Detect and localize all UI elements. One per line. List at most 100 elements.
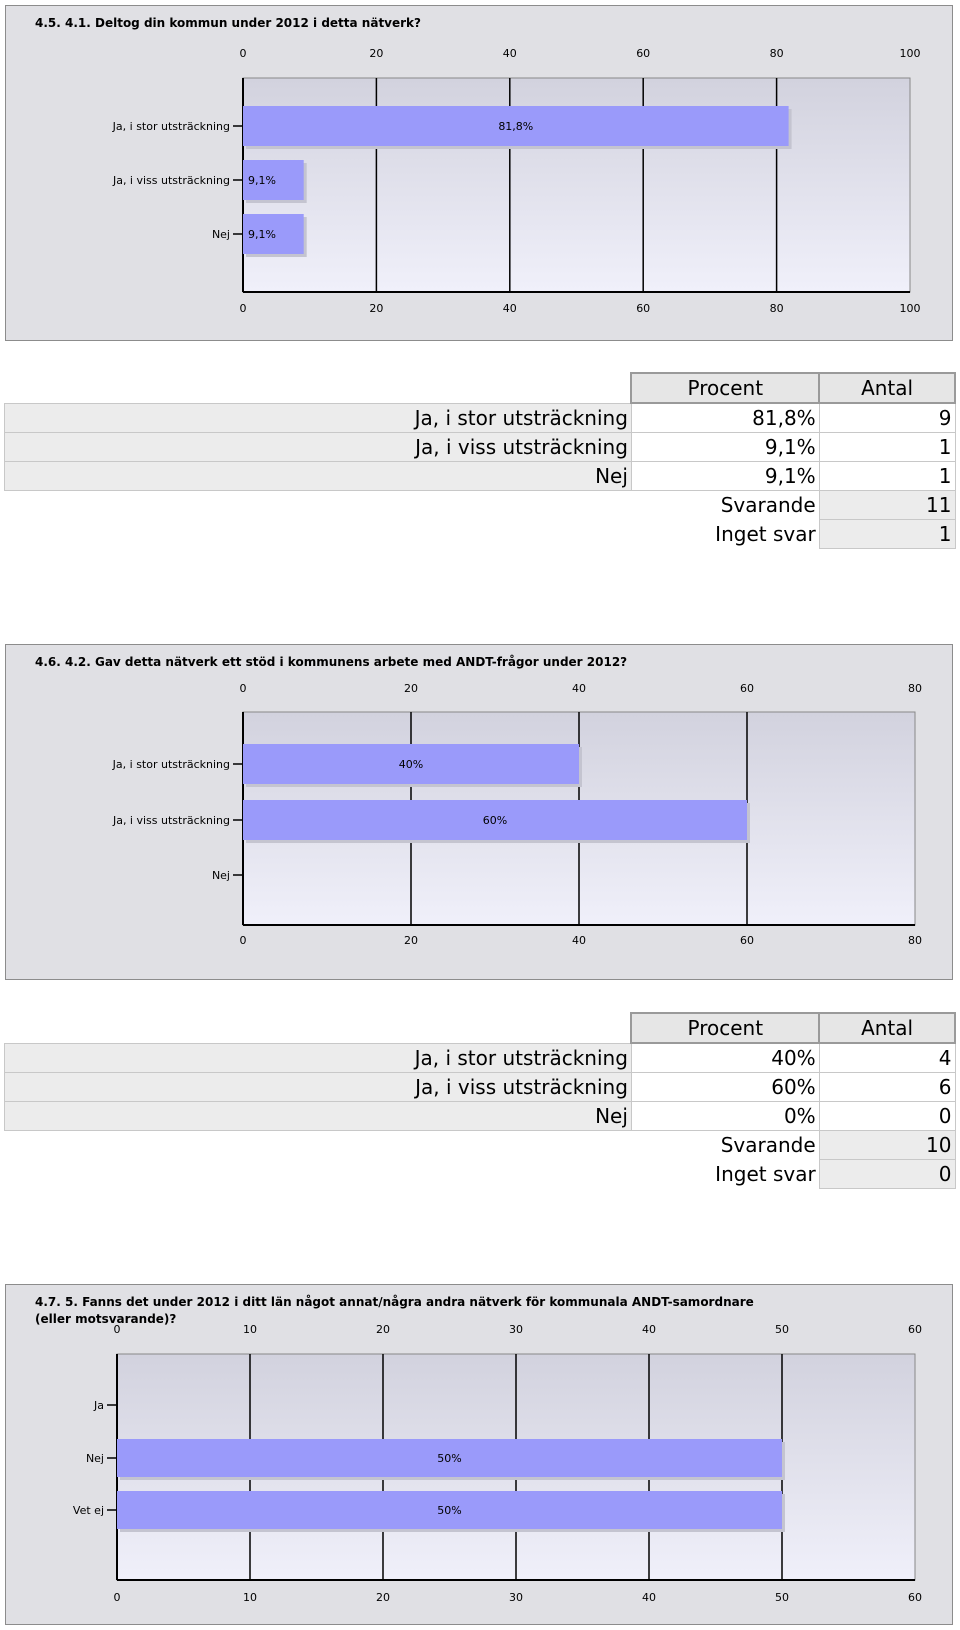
chart-title: 4.7. 5. Fanns det under 2012 i ditt län …: [35, 1295, 754, 1326]
tick-label-bottom: 20: [404, 934, 418, 947]
category-label: Ja, i viss utsträckning: [112, 814, 230, 827]
row-percent: 81,8%: [630, 402, 820, 433]
row-count: 9: [818, 402, 956, 433]
bar-chart-deltog: 0 0 20 20 40 40 60 60 80 80 100 100 Ja, i stor utstr…: [112, 47, 921, 315]
bar: [243, 214, 304, 254]
bar: [243, 800, 747, 840]
tick-label-top: 10: [243, 1323, 257, 1336]
bar: [117, 1439, 782, 1477]
table-row: Ja, i viss utsträckning 9,1% 1: [4, 432, 956, 462]
tick-label-bottom: 40: [503, 302, 517, 315]
data-label: 9,1%: [248, 228, 276, 241]
tick-label-bottom: 80: [908, 934, 922, 947]
row-percent: 9,1%: [630, 432, 820, 462]
tick-label-bottom: 60: [636, 302, 650, 315]
tick-label-top: 20: [376, 1323, 390, 1336]
row-label: Nej: [4, 461, 632, 491]
summary-value: 1: [818, 519, 956, 549]
bar: [117, 1491, 782, 1529]
row-label: Ja, i stor utsträckning: [4, 402, 632, 433]
tick-label-bottom: 50: [775, 1591, 789, 1604]
table-header-row: Procent Antal: [5, 1012, 956, 1044]
tick-label-top: 0: [114, 1323, 121, 1336]
row-label: Nej: [4, 1101, 632, 1131]
summary-value: 10: [818, 1130, 956, 1160]
chart-panel-deltog: 4.5. 4.1. Deltog din kommun under 2012 i…: [5, 5, 953, 341]
results-table-deltog: Procent Antal Ja, i stor utsträckning 81…: [4, 372, 956, 549]
chart-title: 4.5. 4.1. Deltog din kommun under 2012 i…: [35, 16, 421, 30]
row-count: 6: [818, 1072, 956, 1102]
row-percent: 40%: [630, 1042, 820, 1073]
category-label: Nej: [212, 228, 230, 241]
data-label: 9,1%: [248, 174, 276, 187]
tick-label-top: 60: [908, 1323, 922, 1336]
tick-label-top: 30: [509, 1323, 523, 1336]
tick-label-top: 80: [770, 47, 784, 60]
summary-value: 11: [818, 490, 956, 520]
table-row: Nej 0% 0: [4, 1101, 956, 1131]
data-label: 50%: [437, 1504, 461, 1517]
header-procent: Procent: [630, 372, 821, 404]
tick-label-top: 20: [369, 47, 383, 60]
row-percent: 60%: [630, 1072, 820, 1102]
data-label: 50%: [437, 1452, 461, 1465]
header-antal: Antal: [818, 1012, 956, 1044]
tick-label-top: 60: [636, 47, 650, 60]
tick-label-bottom: 0: [114, 1591, 121, 1604]
row-label: Ja, i viss utsträckning: [4, 432, 632, 462]
header-spacer: [5, 1013, 632, 1043]
data-label: 60%: [483, 814, 507, 827]
row-count: 0: [818, 1101, 956, 1131]
bar: [243, 160, 304, 200]
tick-label-top: 80: [908, 682, 922, 695]
summary-label: Svarande: [720, 493, 816, 518]
tick-label-top: 60: [740, 682, 754, 695]
tick-label-bottom: 20: [369, 302, 383, 315]
tick-label-bottom: 80: [770, 302, 784, 315]
summary-value: 0: [818, 1159, 956, 1189]
tick-label-top: 40: [642, 1323, 656, 1336]
summary-label: Inget svar: [715, 522, 816, 546]
summary-spacer: [5, 1160, 632, 1189]
chart-title: 4.6. 4.2. Gav detta nätverk ett stöd i k…: [35, 655, 628, 669]
tick-label-top: 0: [240, 47, 247, 60]
table-row: Ja, i viss utsträckning 60% 6: [4, 1072, 956, 1102]
tick-label-bottom: 100: [900, 302, 921, 315]
tick-label-bottom: 0: [240, 934, 247, 947]
row-count: 1: [818, 432, 956, 462]
row-percent: 9,1%: [630, 461, 820, 491]
table-header-row: Procent Antal: [5, 372, 956, 404]
tick-label-top: 20: [404, 682, 418, 695]
header-procent: Procent: [630, 1012, 821, 1044]
summary-row-inget-svar: Inget svar 1: [5, 519, 956, 549]
row-count: 1: [818, 461, 956, 491]
tick-label-top: 0: [240, 682, 247, 695]
tick-label-bottom: 60: [740, 934, 754, 947]
tick-label-bottom: 60: [908, 1591, 922, 1604]
summary-row-svarande: Svarande 10: [5, 1130, 956, 1160]
results-table-stod: Procent Antal Ja, i stor utsträckning 40…: [4, 1012, 956, 1189]
table-row: Ja, i stor utsträckning 40% 4: [4, 1042, 956, 1073]
summary-spacer: [5, 491, 632, 520]
row-count: 4: [818, 1042, 956, 1073]
summary-label: Svarande: [720, 1133, 816, 1158]
table-row: Ja, i stor utsträckning 81,8% 9: [4, 402, 956, 433]
bar-chart-stod: 0 0 20 20 40 40 60 60 80 80 Ja, i stor utsträcknin…: [112, 682, 922, 947]
header-spacer: [5, 373, 632, 403]
category-label: Nej: [212, 869, 230, 882]
tick-label-bottom: 20: [376, 1591, 390, 1604]
summary-spacer: [5, 520, 632, 549]
row-label: Ja, i stor utsträckning: [4, 1042, 632, 1073]
tick-label-bottom: 40: [572, 934, 586, 947]
row-label: Ja, i viss utsträckning: [4, 1072, 632, 1102]
chart-panel-andra-natverk: 4.7. 5. Fanns det under 2012 i ditt län …: [5, 1284, 953, 1625]
header-antal: Antal: [818, 372, 956, 404]
tick-label-top: 100: [900, 47, 921, 60]
tick-label-top: 40: [503, 47, 517, 60]
tick-label-bottom: 30: [509, 1591, 523, 1604]
tick-label-bottom: 40: [642, 1591, 656, 1604]
tick-label-bottom: 10: [243, 1591, 257, 1604]
summary-label: Inget svar: [715, 1162, 816, 1186]
category-label: Ja, i viss utsträckning: [112, 174, 230, 187]
category-label: Vet ej: [73, 1504, 104, 1517]
